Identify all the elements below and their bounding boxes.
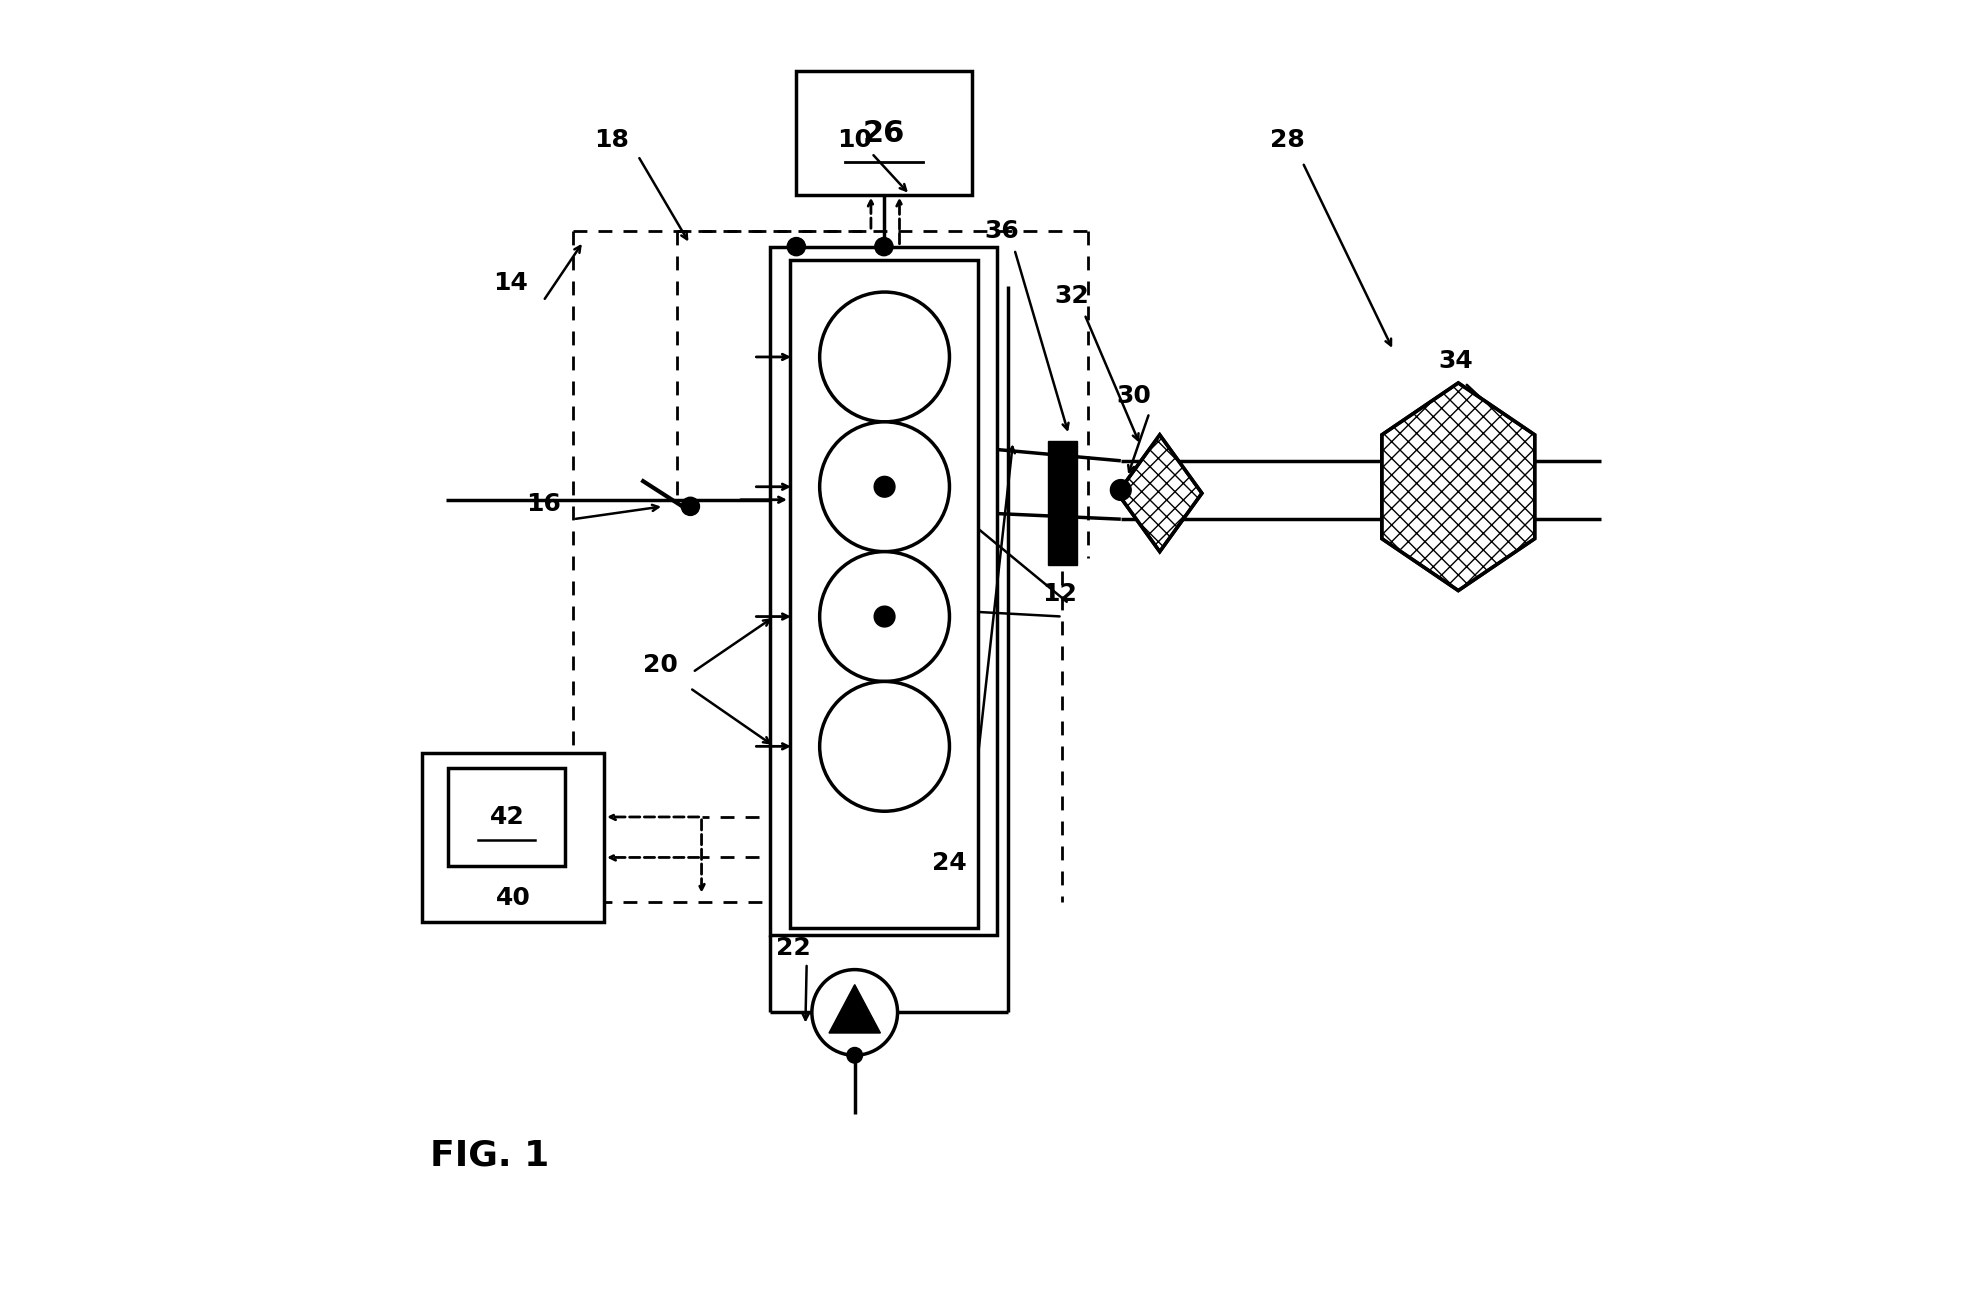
Polygon shape [1118,435,1201,552]
Text: FIG. 1: FIG. 1 [430,1138,549,1172]
Text: 20: 20 [642,653,678,676]
Bar [771,247,997,935]
Bar [1048,441,1076,565]
Text: 24: 24 [932,851,967,875]
Circle shape [682,497,700,515]
Bar [422,753,605,922]
Circle shape [874,476,896,497]
Bar [797,71,971,195]
Circle shape [813,970,898,1055]
Circle shape [821,552,949,681]
Polygon shape [828,985,880,1033]
Circle shape [821,292,949,422]
Text: 18: 18 [595,129,630,152]
Text: 26: 26 [862,118,906,148]
Text: 32: 32 [1054,284,1088,308]
Circle shape [821,681,949,811]
Text: 12: 12 [1043,583,1078,606]
Text: 40: 40 [496,887,531,910]
Circle shape [874,238,894,256]
Polygon shape [1381,383,1534,591]
Text: 34: 34 [1439,349,1473,373]
Circle shape [1110,479,1132,500]
Text: 30: 30 [1116,384,1152,408]
Text: 28: 28 [1270,129,1304,152]
Text: 16: 16 [525,492,561,515]
Bar [448,768,565,866]
Circle shape [787,238,805,256]
Text: 36: 36 [983,219,1019,243]
Text: 10: 10 [836,129,872,152]
Text: 14: 14 [494,271,527,295]
Circle shape [821,422,949,552]
Circle shape [874,606,896,627]
Circle shape [846,1047,862,1063]
Text: 22: 22 [777,936,811,959]
Text: 42: 42 [490,805,523,829]
Bar [789,260,977,928]
